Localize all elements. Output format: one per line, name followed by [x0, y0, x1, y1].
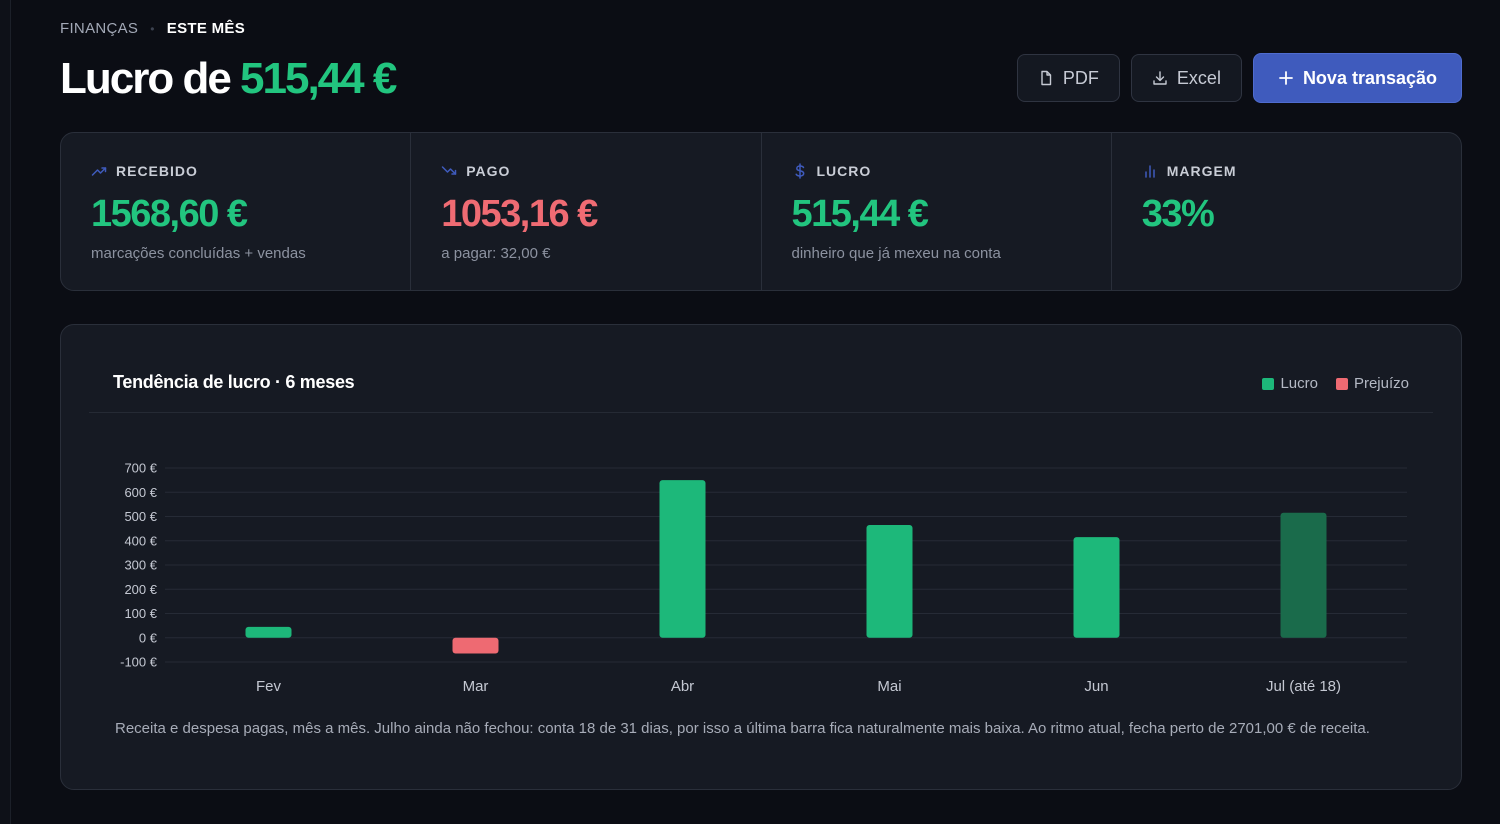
y-tick-label: 100 € — [124, 606, 157, 621]
stat-profit-value: 515,44 € — [791, 193, 929, 235]
chart-title: Tendência de lucro · 6 meses — [113, 372, 355, 392]
x-tick-label: Jul (até 18) — [1266, 678, 1341, 695]
bar-3[interactable] — [866, 524, 913, 638]
chart-legend: Lucro Prejuízo — [1262, 375, 1409, 392]
stat-profit: LUCRO 515,44 € dinheiro que já mexeu na … — [762, 133, 1112, 290]
stat-received-label-row: RECEBIDO — [91, 163, 380, 179]
bar-chart-icon — [1145, 165, 1155, 178]
y-tick-label: -100 € — [120, 655, 158, 670]
y-tick-label: 0 € — [139, 630, 158, 645]
x-tick-label: Fev — [256, 678, 282, 695]
stat-paid: PAGO 1053,16 € a pagar: 32,00 € — [411, 133, 762, 290]
new-transaction-label: Nova transação — [1302, 67, 1437, 88]
plus-icon — [1279, 71, 1293, 85]
breadcrumb: FINANÇAS • ESTE MÊS — [60, 20, 245, 37]
trending-down-icon — [442, 166, 457, 175]
left-edge — [0, 0, 11, 824]
file-icon — [1041, 70, 1052, 86]
bar-1[interactable] — [452, 637, 499, 654]
bar-5[interactable] — [1280, 512, 1327, 638]
stat-margin-label-row: MARGEM — [1142, 163, 1431, 179]
page-title-amount: 515,44 € — [240, 54, 397, 103]
y-tick-label: 300 € — [124, 558, 157, 573]
stat-received-value: 1568,60 € — [91, 193, 248, 235]
stat-paid-label-row: PAGO — [441, 163, 730, 179]
breadcrumb-period: ESTE MÊS — [166, 20, 246, 37]
profit-trend-card: Tendência de lucro · 6 meses Lucro Preju… — [60, 324, 1462, 790]
chart-divider — [89, 412, 1433, 413]
legend-swatch-loss — [1335, 377, 1348, 390]
finance-page: FINANÇAS • ESTE MÊS Lucro de 515,44 € PD… — [60, 0, 1462, 824]
bar-2[interactable] — [659, 480, 706, 638]
breadcrumb-section[interactable]: FINANÇAS — [60, 20, 139, 37]
stat-paid-sub: a pagar: 32,00 € — [441, 244, 551, 262]
legend-item-loss: Prejuízo — [1335, 375, 1409, 392]
trending-up-icon — [91, 167, 107, 176]
toolbar: PDF Excel Nova transação — [1016, 53, 1462, 103]
download-icon — [1153, 71, 1167, 85]
stat-profit-sub: dinheiro que já mexeu na conta — [791, 244, 1001, 262]
export-pdf-button[interactable]: PDF — [1016, 54, 1120, 102]
page-title-prefix: Lucro de — [60, 54, 232, 103]
stat-received: RECEBIDO 1568,60 € marcações concluídas … — [61, 133, 412, 290]
stat-profit-label: LUCRO — [816, 163, 872, 179]
legend-swatch-profit — [1262, 377, 1275, 390]
stat-received-label: RECEBIDO — [116, 163, 198, 179]
x-tick-label: Mai — [877, 678, 901, 695]
x-tick-label: Abr — [671, 678, 694, 695]
stat-profit-label-row: LUCRO — [792, 163, 1081, 179]
x-tick-label: Jun — [1084, 678, 1108, 695]
bar-0[interactable] — [245, 626, 292, 638]
legend-label-profit: Lucro — [1280, 375, 1318, 392]
y-tick-label: 200 € — [124, 582, 157, 597]
stats-panel: RECEBIDO 1568,60 € marcações concluídas … — [60, 132, 1462, 291]
stat-received-sub: marcações concluídas + vendas — [91, 244, 306, 262]
page-title: Lucro de 515,44 € — [60, 54, 397, 104]
export-excel-label: Excel — [1176, 67, 1221, 88]
profit-bar-chart: -100 € 0 € 100 € 200 € 300 € 400 € 500 € 600 € 7… — [120, 461, 1407, 695]
x-tick-label: Mar — [463, 678, 489, 695]
y-tick-label: 600 € — [124, 485, 157, 500]
y-tick-label: 500 € — [124, 509, 157, 524]
export-excel-button[interactable]: Excel — [1130, 54, 1242, 102]
y-tick-label: 700 € — [124, 461, 157, 476]
stat-paid-value: 1053,16 € — [441, 193, 598, 235]
y-tick-label: 400 € — [124, 533, 157, 548]
legend-label-loss: Prejuízo — [1353, 375, 1409, 392]
legend-item-profit: Lucro — [1262, 375, 1318, 392]
export-pdf-label: PDF — [1062, 67, 1099, 88]
stat-margin: MARGEM 33% — [1112, 133, 1461, 290]
new-transaction-button[interactable]: Nova transação — [1252, 53, 1462, 103]
chart-caption: Receita e despesa pagas, mês a mês. Julh… — [115, 720, 1370, 737]
dollar-icon — [794, 163, 804, 179]
bar-4[interactable] — [1073, 537, 1120, 638]
stat-paid-label: PAGO — [466, 163, 511, 179]
stat-margin-label: MARGEM — [1166, 163, 1237, 179]
stat-margin-value: 33% — [1141, 193, 1215, 235]
breadcrumb-separator: • — [150, 21, 155, 36]
